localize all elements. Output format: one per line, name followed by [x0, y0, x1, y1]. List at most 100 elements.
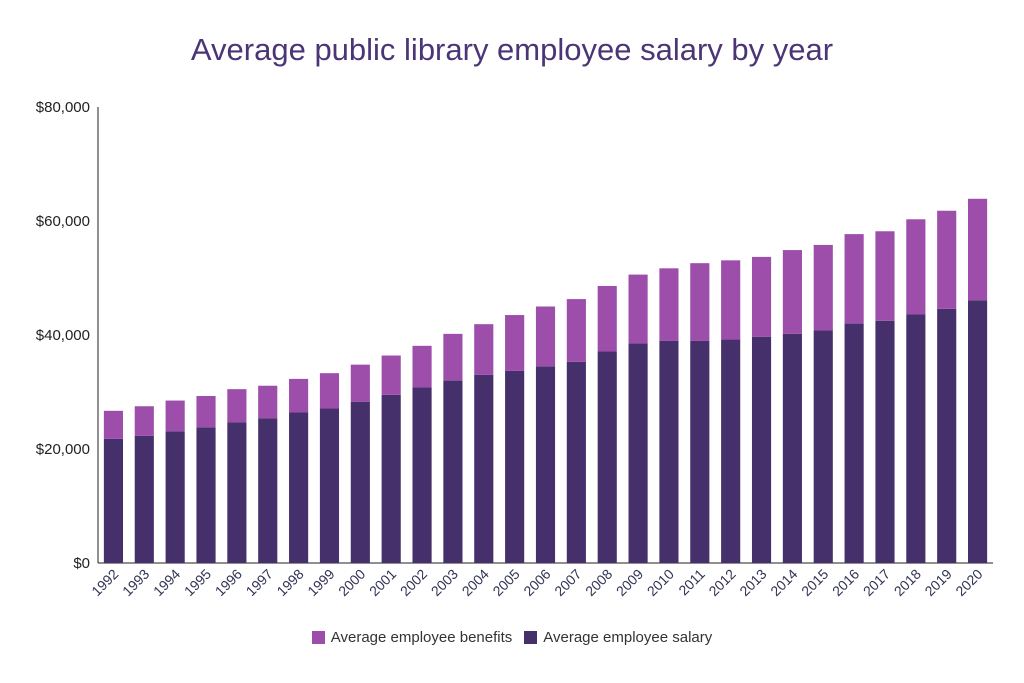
x-tick-label: 2020 [952, 566, 985, 599]
x-tick-label: 1995 [181, 566, 214, 599]
legend: Average employee benefits Average employ… [0, 629, 1024, 646]
bar-benefits-2002[interactable] [412, 345, 432, 388]
x-tick-label: 2008 [582, 566, 615, 599]
x-tick-label: 2010 [644, 566, 677, 599]
bar-salary-2008[interactable] [597, 351, 617, 563]
bar-salary-2005[interactable] [505, 370, 525, 563]
x-tick-label: 2000 [335, 566, 368, 599]
x-tick-label: 2011 [675, 566, 708, 599]
x-tick-label: 1996 [212, 566, 245, 599]
bar-salary-2020[interactable] [968, 300, 988, 563]
bar-benefits-2019[interactable] [937, 210, 957, 309]
bar-benefits-2016[interactable] [844, 234, 864, 324]
bar-benefits-2017[interactable] [875, 231, 895, 321]
bar-salary-2011[interactable] [690, 340, 710, 563]
bar-benefits-2013[interactable] [751, 256, 772, 337]
bar-salary-1998[interactable] [289, 412, 309, 563]
x-tick-label: 2015 [798, 566, 831, 599]
x-tick-label: 2003 [428, 566, 461, 599]
bar-benefits-2006[interactable] [535, 306, 556, 367]
x-tick-label: 1998 [273, 566, 306, 599]
bar-benefits-1993[interactable] [134, 406, 154, 436]
x-tick-label: 2006 [520, 566, 553, 599]
x-tick-label: 2012 [705, 566, 738, 599]
bar-benefits-2020[interactable] [968, 198, 988, 301]
y-tick-label: $60,000 [36, 213, 90, 230]
bar-benefits-2011[interactable] [690, 263, 710, 341]
x-tick-label: 2001 [366, 566, 399, 599]
bar-salary-2002[interactable] [412, 387, 432, 563]
bar-benefits-2003[interactable] [443, 333, 463, 381]
bar-salary-2003[interactable] [443, 380, 463, 563]
y-tick-label: $80,000 [36, 99, 90, 116]
x-tick-label: 1993 [119, 566, 152, 599]
bar-salary-2006[interactable] [535, 366, 556, 563]
bar-benefits-1994[interactable] [165, 400, 185, 432]
x-tick-label: 2007 [551, 566, 584, 599]
x-tick-label: 2016 [829, 566, 862, 599]
bar-benefits-2001[interactable] [381, 355, 401, 395]
x-tick-label: 2009 [613, 566, 646, 599]
x-tick-label: 2018 [891, 566, 924, 599]
bar-salary-1992[interactable] [103, 438, 123, 563]
legend-swatch-salary [524, 631, 538, 644]
bar-salary-2007[interactable] [566, 361, 586, 563]
bar-salary-2016[interactable] [844, 323, 864, 563]
bar-salary-2013[interactable] [751, 336, 772, 563]
y-tick-label: $0 [73, 555, 90, 572]
bar-salary-2012[interactable] [721, 339, 741, 563]
legend-swatch-benefits [311, 631, 325, 644]
x-tick-label: 1997 [243, 566, 276, 599]
x-tick-label: 2013 [736, 566, 769, 599]
bar-benefits-1999[interactable] [319, 373, 340, 409]
bar-benefits-2007[interactable] [566, 299, 586, 362]
legend-label-benefits: Average employee benefits [330, 629, 513, 646]
bar-salary-1995[interactable] [196, 427, 216, 563]
bar-salary-2018[interactable] [906, 314, 926, 563]
x-tick-label: 1999 [304, 566, 337, 599]
bar-salary-2009[interactable] [628, 343, 648, 563]
bar-salary-1993[interactable] [134, 435, 154, 563]
bar-benefits-2012[interactable] [721, 260, 741, 340]
x-tick-label: 2005 [489, 566, 522, 599]
bar-benefits-2010[interactable] [659, 268, 679, 341]
bar-salary-2017[interactable] [875, 320, 895, 563]
bar-benefits-2009[interactable] [628, 274, 648, 344]
bar-benefits-1998[interactable] [289, 378, 309, 413]
legend-item-salary[interactable]: Average employee salary [524, 629, 712, 646]
bar-benefits-2018[interactable] [906, 219, 926, 315]
bar-salary-2014[interactable] [782, 333, 802, 563]
bar-benefits-2008[interactable] [597, 285, 617, 352]
bar-benefits-1995[interactable] [196, 395, 216, 428]
bar-salary-2015[interactable] [813, 330, 833, 563]
legend-item-benefits[interactable]: Average employee benefits [311, 629, 513, 646]
bar-salary-1999[interactable] [319, 408, 340, 563]
bar-benefits-2015[interactable] [813, 244, 833, 331]
bar-benefits-1992[interactable] [103, 410, 123, 439]
bar-salary-2000[interactable] [350, 401, 370, 563]
bar-benefits-2005[interactable] [505, 315, 525, 371]
bar-benefits-1996[interactable] [227, 389, 247, 423]
chart-title: Average public library employee salary b… [190, 32, 834, 67]
x-tick-label: 2019 [921, 566, 954, 599]
bar-salary-2010[interactable] [659, 340, 679, 563]
legend-label-salary: Average employee salary [543, 629, 713, 646]
bar-salary-1996[interactable] [227, 422, 247, 563]
x-tick-label: 1992 [88, 566, 121, 599]
bar-salary-1997[interactable] [258, 418, 278, 563]
bar-salary-2019[interactable] [937, 308, 957, 563]
bar-salary-2004[interactable] [474, 374, 494, 563]
bar-salary-2001[interactable] [381, 394, 401, 563]
bar-benefits-2004[interactable] [474, 324, 494, 375]
bar-benefits-1997[interactable] [258, 385, 278, 419]
bar-salary-1994[interactable] [165, 431, 185, 563]
x-tick-label: 2017 [860, 566, 893, 599]
bar-benefits-2000[interactable] [350, 364, 370, 402]
bar-benefits-2014[interactable] [782, 250, 802, 334]
y-tick-label: $40,000 [36, 327, 90, 344]
x-tick-label: 2002 [397, 566, 430, 599]
y-tick-label: $20,000 [36, 441, 90, 458]
x-tick-label: 2014 [767, 566, 800, 599]
